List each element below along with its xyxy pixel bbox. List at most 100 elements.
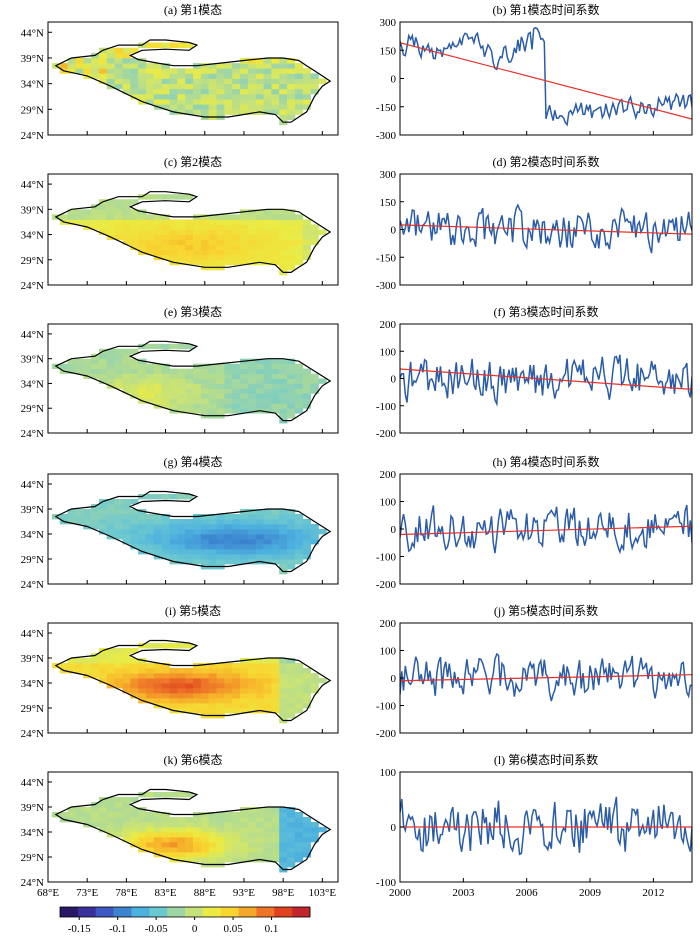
grid-cell — [232, 544, 241, 550]
grid-cell — [294, 673, 304, 679]
grid-cell — [161, 104, 170, 110]
grid-cell — [200, 259, 210, 266]
grid-cell — [240, 254, 249, 261]
grid-cell — [130, 648, 139, 654]
grid-cell — [279, 817, 288, 823]
grid-cell — [193, 673, 202, 679]
grid-cell — [240, 104, 249, 110]
grid-cell — [200, 832, 210, 838]
grid-cell — [138, 534, 147, 540]
grid-cell — [255, 93, 264, 100]
grid-cell — [67, 817, 76, 823]
grid-cell — [232, 559, 241, 565]
grid-cell — [302, 383, 311, 389]
grid-cell — [122, 514, 131, 520]
grid-cell — [145, 673, 155, 679]
grid-cell — [122, 47, 131, 54]
grid-cell — [122, 57, 131, 64]
grid-cell — [169, 78, 178, 85]
grid-cell — [200, 408, 210, 414]
grid-cell — [279, 83, 288, 90]
grid-cell — [247, 663, 257, 669]
grid-cell — [279, 73, 288, 79]
grid-cell — [145, 42, 155, 49]
grid-cell — [114, 509, 123, 515]
grid-cell — [98, 529, 108, 535]
grid-cell — [294, 842, 304, 848]
grid-cell — [216, 842, 225, 848]
y-tick-label: -300 — [376, 280, 397, 292]
grid-cell — [122, 52, 131, 59]
grid-cell — [169, 668, 178, 674]
grid-cell — [287, 363, 296, 369]
grid-cell — [216, 524, 225, 530]
grid-cell — [114, 812, 123, 818]
grid-cell — [247, 847, 257, 853]
grid-cell — [114, 224, 123, 230]
grid-cell — [279, 708, 288, 714]
grid-cell — [247, 88, 257, 95]
grid-cell — [145, 544, 155, 550]
grid-cell — [91, 224, 100, 230]
grid-cell — [67, 219, 76, 225]
grid-cell — [138, 63, 147, 69]
grid-cell — [161, 88, 170, 95]
colorbar-tick-label: 0 — [192, 923, 198, 935]
grid-cell — [287, 713, 296, 719]
grid-cell — [185, 83, 194, 90]
grid-cell — [255, 658, 264, 664]
grid-cell — [177, 822, 186, 828]
grid-cell — [279, 713, 288, 719]
grid-cell — [145, 534, 155, 540]
grid-cell — [271, 244, 280, 251]
grid-cell — [240, 99, 249, 105]
grid-cell — [67, 658, 76, 664]
y-tick-label: 200 — [380, 618, 397, 630]
grid-cell — [161, 68, 170, 74]
grid-cell — [271, 514, 280, 520]
grid-cell — [208, 708, 217, 714]
grid-cell — [294, 837, 304, 843]
grid-cell — [240, 88, 249, 95]
grid-cell — [200, 663, 210, 669]
grid-cell — [232, 214, 241, 220]
grid-cell — [83, 57, 92, 64]
lat-tick-label: 34°N — [21, 827, 44, 839]
grid-cell — [271, 109, 280, 115]
grid-cell — [294, 68, 304, 74]
grid-cell — [271, 708, 280, 714]
grid-cell — [114, 827, 123, 833]
grid-cell — [130, 57, 139, 64]
grid-cell — [153, 388, 163, 394]
grid-cell — [161, 822, 170, 828]
panel-title: (h) 第4模态时间系数 — [493, 454, 600, 469]
grid-cell — [145, 393, 155, 399]
grid-cell — [193, 837, 202, 843]
grid-cell — [138, 842, 147, 848]
grid-cell — [287, 259, 296, 266]
anomaly-grid — [51, 792, 327, 873]
grid-cell — [200, 78, 210, 85]
grid-cell — [122, 499, 131, 505]
grid-cell — [224, 88, 233, 95]
grid-cell — [271, 857, 280, 863]
grid-cell — [114, 678, 123, 684]
grid-cell — [153, 224, 163, 230]
grid-cell — [91, 812, 100, 818]
grid-cell — [193, 842, 202, 848]
grid-cell — [59, 63, 68, 69]
grid-cell — [232, 539, 241, 545]
grid-cell — [287, 529, 296, 535]
grid-cell — [255, 229, 264, 235]
grid-cell — [240, 663, 249, 669]
grid-cell — [294, 847, 304, 853]
grid-cell — [294, 822, 304, 828]
grid-cell — [177, 68, 186, 74]
grid-cell — [98, 807, 108, 813]
grid-cell — [271, 688, 280, 694]
plateau-outline — [54, 340, 332, 422]
grid-cell — [263, 388, 272, 394]
grid-cell — [287, 673, 296, 679]
grid-cell — [145, 224, 155, 230]
